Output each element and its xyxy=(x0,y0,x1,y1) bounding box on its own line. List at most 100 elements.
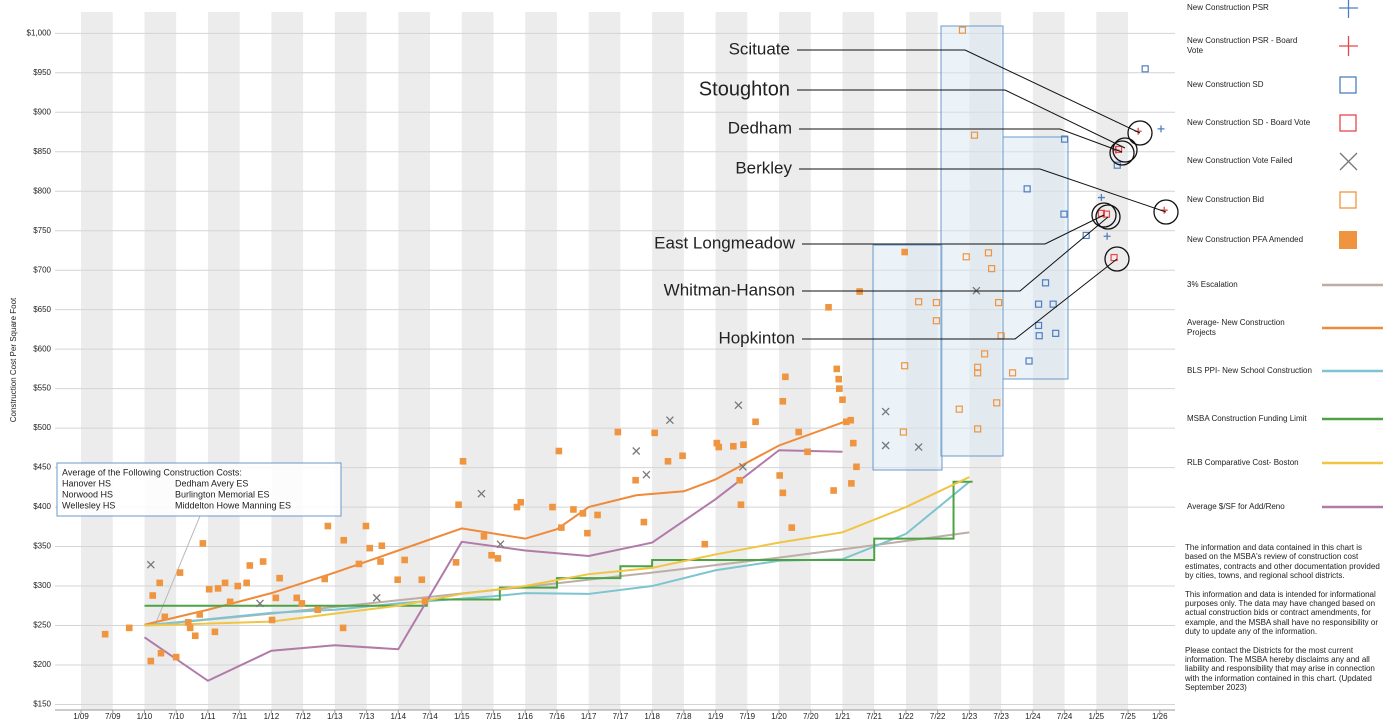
point xyxy=(594,511,601,519)
point xyxy=(849,439,857,447)
point xyxy=(455,501,462,509)
point xyxy=(513,503,521,511)
point xyxy=(614,428,622,436)
callout-line xyxy=(799,128,1123,153)
legend-label: 3% Escalation xyxy=(1187,280,1238,289)
point xyxy=(847,416,855,424)
x-tick-label: 1/20 xyxy=(771,712,787,721)
point xyxy=(881,407,890,416)
point xyxy=(1041,279,1050,287)
point xyxy=(642,470,651,479)
x-tick-label: 1/17 xyxy=(581,712,597,721)
legend-label: New Construction PSR xyxy=(1187,3,1269,12)
legend xyxy=(1322,0,1383,509)
point xyxy=(1035,332,1043,340)
point xyxy=(555,447,563,455)
point xyxy=(146,560,155,569)
y-tick-label: $850 xyxy=(33,147,51,156)
point xyxy=(899,428,908,436)
point xyxy=(459,457,467,465)
point xyxy=(184,619,192,626)
point xyxy=(211,628,219,636)
point xyxy=(901,362,909,370)
highlight-box xyxy=(1002,136,1069,380)
x-tick-label: 1/15 xyxy=(454,712,470,721)
point xyxy=(856,288,863,295)
average-box-entry: Norwood HS xyxy=(62,489,113,499)
point xyxy=(340,536,348,544)
point xyxy=(496,540,505,549)
point xyxy=(632,447,641,455)
point xyxy=(932,317,941,325)
point xyxy=(570,506,577,513)
point xyxy=(1157,125,1165,133)
point xyxy=(157,649,165,657)
point xyxy=(558,524,565,531)
point xyxy=(156,579,164,587)
legend-swatch xyxy=(1339,76,1357,94)
x-tick-label: 1/12 xyxy=(264,712,280,721)
point xyxy=(679,452,686,460)
point xyxy=(970,131,979,139)
y-tick-label: $350 xyxy=(33,542,51,551)
x-tick-label: 7/17 xyxy=(613,712,629,721)
point xyxy=(776,472,783,479)
point xyxy=(1052,329,1060,337)
legend-swatch xyxy=(1339,36,1358,56)
series-line xyxy=(144,476,970,627)
average-box-entry: Dedham Avery ES xyxy=(175,478,248,488)
legend-label: New Construction PFA Amended xyxy=(1187,235,1304,244)
x-tick-label: 1/21 xyxy=(835,712,851,721)
legend-label: Average- New Construction Projects xyxy=(1187,318,1285,337)
callout-label: Stoughton xyxy=(699,78,790,100)
point xyxy=(842,418,850,426)
x-tick-label: 1/23 xyxy=(962,712,978,721)
legend-label: New Construction SD - Board Vote xyxy=(1187,118,1311,127)
point xyxy=(962,253,970,261)
point xyxy=(293,594,301,602)
point xyxy=(993,399,1001,407)
point xyxy=(779,489,787,497)
average-box-entry: Hanover HS xyxy=(62,478,111,488)
stripe xyxy=(271,12,304,710)
point xyxy=(199,540,207,547)
point xyxy=(734,401,743,410)
point xyxy=(701,540,709,548)
point xyxy=(1082,231,1090,240)
callouts: Scituate Stoughton Dedham Berkley East Longm… xyxy=(654,39,1179,347)
point xyxy=(221,579,229,587)
y-tick-label: $500 xyxy=(33,423,51,432)
point xyxy=(839,396,846,403)
y-tick-label: $250 xyxy=(33,621,51,630)
series-line xyxy=(144,420,845,626)
legend-label: New Construction Bid xyxy=(1187,195,1264,204)
x-tick-label: 7/25 xyxy=(1120,712,1136,721)
x-tick-label: 1/26 xyxy=(1152,712,1168,721)
point xyxy=(339,624,347,632)
point xyxy=(715,443,723,451)
callout-label: Berkley xyxy=(735,158,792,177)
x-tick-label: 1/13 xyxy=(327,712,343,721)
point xyxy=(1103,232,1111,240)
point xyxy=(730,442,737,450)
x-tick-label: 1/11 xyxy=(200,712,216,721)
point xyxy=(1049,300,1057,308)
x-tick-label: 7/24 xyxy=(1057,712,1073,721)
stripe xyxy=(715,12,748,710)
point xyxy=(549,503,556,511)
x-tick-label: 1/18 xyxy=(644,712,660,721)
point xyxy=(191,632,199,640)
x-tick-label: 1/10 xyxy=(137,712,153,721)
stripe xyxy=(842,12,875,710)
point xyxy=(1102,210,1111,218)
y-tick-label: $1,000 xyxy=(27,28,52,37)
point xyxy=(988,265,996,273)
callout-label: Dedham xyxy=(728,118,792,137)
callout-label: Whitman-Hanson xyxy=(664,280,795,299)
point xyxy=(324,522,332,530)
point xyxy=(830,487,837,494)
stripe xyxy=(398,12,431,710)
point xyxy=(205,585,213,593)
point xyxy=(915,298,923,306)
stripe xyxy=(525,12,557,710)
